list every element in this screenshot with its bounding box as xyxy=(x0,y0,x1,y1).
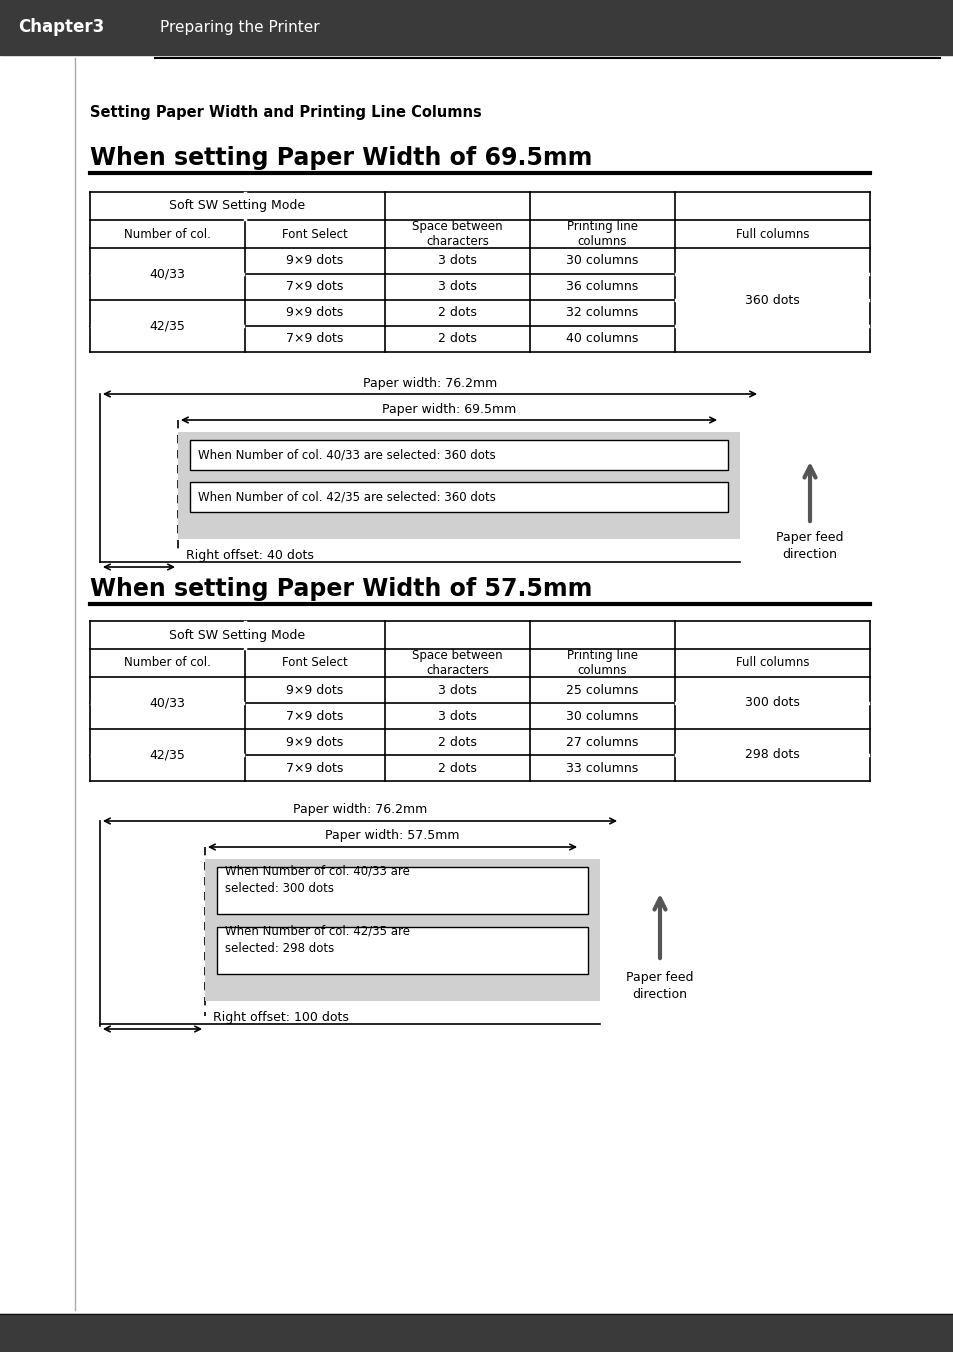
Text: 40/33: 40/33 xyxy=(150,268,185,280)
Text: 3 dots: 3 dots xyxy=(437,280,476,293)
Text: 2 dots: 2 dots xyxy=(437,333,476,346)
Text: 40 columns: 40 columns xyxy=(566,333,638,346)
Text: Paper width: 76.2mm: Paper width: 76.2mm xyxy=(293,803,427,817)
Text: Printing line
columns: Printing line columns xyxy=(566,649,638,677)
Text: 33 columns: 33 columns xyxy=(566,761,638,775)
Text: Right offset: 40 dots: Right offset: 40 dots xyxy=(186,549,314,562)
Text: Chapter3: Chapter3 xyxy=(18,19,104,37)
Text: Full columns: Full columns xyxy=(735,657,808,669)
Text: 42/35: 42/35 xyxy=(150,319,185,333)
Bar xyxy=(216,867,587,914)
Text: 2 dots: 2 dots xyxy=(437,735,476,749)
Text: Font Select: Font Select xyxy=(282,227,348,241)
Text: 9×9 dots: 9×9 dots xyxy=(286,254,343,268)
Text: 40/33: 40/33 xyxy=(150,696,185,710)
Text: 2 dots: 2 dots xyxy=(437,761,476,775)
Text: When Number of col. 42/35 are selected: 360 dots: When Number of col. 42/35 are selected: … xyxy=(198,491,496,503)
Text: 3 dots: 3 dots xyxy=(437,710,476,722)
Bar xyxy=(0,1315,953,1352)
Bar xyxy=(190,439,727,470)
Text: 9×9 dots: 9×9 dots xyxy=(286,735,343,749)
Text: 7×9 dots: 7×9 dots xyxy=(286,280,343,293)
Bar xyxy=(190,483,727,512)
Text: Paper width: 69.5mm: Paper width: 69.5mm xyxy=(381,403,516,415)
Text: 27 columns: 27 columns xyxy=(566,735,638,749)
Text: When setting Paper Width of 69.5mm: When setting Paper Width of 69.5mm xyxy=(90,146,592,170)
Text: 2 dots: 2 dots xyxy=(437,307,476,319)
Text: 42/35: 42/35 xyxy=(150,749,185,761)
Text: 3 dots: 3 dots xyxy=(437,684,476,696)
Bar xyxy=(178,433,740,539)
Text: Soft SW Setting Mode: Soft SW Setting Mode xyxy=(170,200,305,212)
Text: 36 columns: 36 columns xyxy=(566,280,638,293)
Text: 30 columns: 30 columns xyxy=(566,254,638,268)
Text: Right offset: 100 dots: Right offset: 100 dots xyxy=(213,1011,349,1025)
Text: 25 columns: 25 columns xyxy=(566,684,638,696)
Bar xyxy=(205,859,599,1000)
Text: 7×9 dots: 7×9 dots xyxy=(286,333,343,346)
Text: Setting Paper Width and Printing Line Columns: Setting Paper Width and Printing Line Co… xyxy=(90,104,481,119)
Bar xyxy=(216,927,587,973)
Text: When Number of col. 42/35 are
selected: 298 dots: When Number of col. 42/35 are selected: … xyxy=(225,925,410,955)
Text: 9×9 dots: 9×9 dots xyxy=(286,684,343,696)
Text: Printing line
columns: Printing line columns xyxy=(566,220,638,247)
Text: 300 dots: 300 dots xyxy=(744,696,800,710)
Text: Paper width: 76.2mm: Paper width: 76.2mm xyxy=(362,376,497,389)
Text: Paper feed
direction: Paper feed direction xyxy=(625,971,693,1000)
Text: 30 columns: 30 columns xyxy=(566,710,638,722)
Text: Number of col.: Number of col. xyxy=(124,227,211,241)
Text: 26: 26 xyxy=(39,1325,61,1340)
Bar xyxy=(0,0,953,55)
Text: Preparing the Printer: Preparing the Printer xyxy=(160,20,319,35)
Text: Full columns: Full columns xyxy=(735,227,808,241)
Text: 32 columns: 32 columns xyxy=(566,307,638,319)
Text: 7×9 dots: 7×9 dots xyxy=(286,710,343,722)
Text: Paper feed
direction: Paper feed direction xyxy=(776,531,842,561)
Text: 298 dots: 298 dots xyxy=(744,749,799,761)
Text: Space between
characters: Space between characters xyxy=(412,649,502,677)
Text: 7×9 dots: 7×9 dots xyxy=(286,761,343,775)
Text: 360 dots: 360 dots xyxy=(744,293,799,307)
Text: Font Select: Font Select xyxy=(282,657,348,669)
Text: When Number of col. 40/33 are selected: 360 dots: When Number of col. 40/33 are selected: … xyxy=(198,449,496,461)
Text: 9×9 dots: 9×9 dots xyxy=(286,307,343,319)
Text: 3 dots: 3 dots xyxy=(437,254,476,268)
Text: Soft SW Setting Mode: Soft SW Setting Mode xyxy=(170,629,305,641)
Text: Space between
characters: Space between characters xyxy=(412,220,502,247)
Text: When Number of col. 40/33 are
selected: 300 dots: When Number of col. 40/33 are selected: … xyxy=(225,865,410,895)
Text: Paper width: 57.5mm: Paper width: 57.5mm xyxy=(325,830,459,842)
Text: When setting Paper Width of 57.5mm: When setting Paper Width of 57.5mm xyxy=(90,577,592,602)
Text: Number of col.: Number of col. xyxy=(124,657,211,669)
